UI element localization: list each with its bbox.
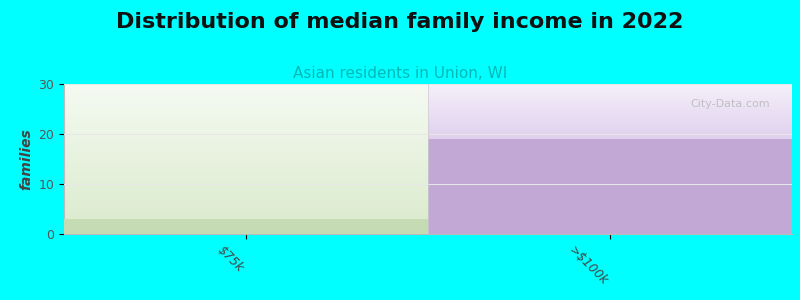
Text: Distribution of median family income in 2022: Distribution of median family income in … (116, 12, 684, 32)
Text: City-Data.com: City-Data.com (690, 99, 770, 109)
Y-axis label: families: families (19, 128, 33, 190)
Bar (64, 219, 428, 234)
Text: Asian residents in Union, WI: Asian residents in Union, WI (293, 66, 507, 81)
Bar (428, 139, 792, 234)
